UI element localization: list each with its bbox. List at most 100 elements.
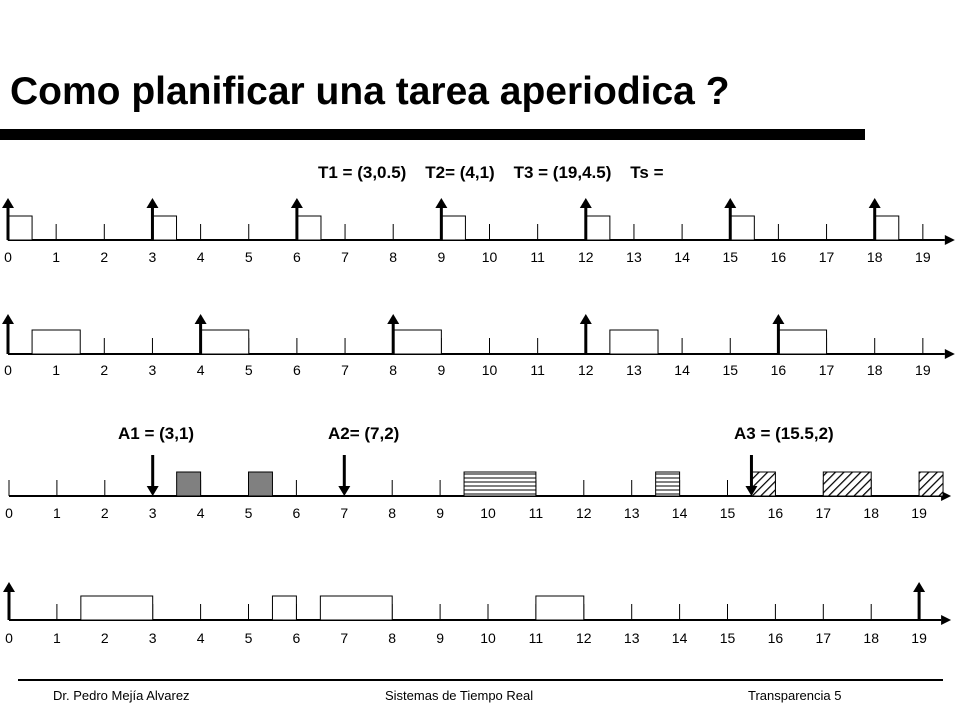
tick-label: 1 — [53, 630, 61, 646]
tick-label: 11 — [530, 249, 545, 265]
execution-block — [874, 215, 900, 241]
arrow-up-icon — [3, 582, 15, 592]
tick-label: 6 — [293, 505, 301, 521]
execution-block — [918, 471, 944, 497]
tick-label: 3 — [149, 505, 157, 521]
tick-label: 4 — [197, 362, 205, 378]
tick-label: 15 — [720, 630, 736, 646]
tick-label: 13 — [624, 630, 640, 646]
tick-label: 13 — [626, 249, 642, 265]
tick-label: 3 — [149, 362, 157, 378]
execution-block — [750, 471, 776, 497]
execution-block — [822, 471, 872, 497]
tick-label: 5 — [245, 249, 253, 265]
tick-label: 18 — [867, 249, 883, 265]
tick-label: 8 — [388, 630, 396, 646]
aperiodic-label-a1: A1 = (3,1) — [118, 424, 194, 443]
title-underline — [0, 129, 865, 140]
arrow-up-icon — [868, 198, 881, 208]
tick-label: 18 — [863, 505, 879, 521]
execution-block — [271, 595, 297, 621]
footer-slide: Transparencia 5 — [748, 688, 842, 703]
footer-author: Dr. Pedro Mejía Alvarez — [53, 688, 190, 703]
arrow-up-icon — [194, 314, 207, 324]
tick-label: 16 — [768, 630, 784, 646]
axis-arrow-icon — [941, 491, 952, 501]
arrow-up-icon — [724, 198, 737, 208]
execution-block — [319, 595, 393, 621]
tick-label: 0 — [5, 505, 13, 521]
axis-arrow-icon — [944, 235, 955, 245]
tick-label: 13 — [626, 362, 642, 378]
footer-course: Sistemas de Tiempo Real — [385, 688, 534, 703]
tick-label: 8 — [389, 362, 397, 378]
arrow-up-icon — [2, 314, 14, 324]
tick-label: 7 — [340, 630, 348, 646]
tick-label: 17 — [816, 505, 832, 521]
tick-label: 19 — [911, 505, 927, 521]
execution-block — [176, 471, 202, 497]
execution-block — [440, 215, 466, 241]
tick-label: 19 — [915, 362, 931, 378]
slide-title: Como planificar una tarea aperiodica ? — [10, 70, 730, 113]
execution-block — [535, 595, 585, 621]
execution-block — [777, 329, 828, 355]
execution-block — [392, 329, 442, 355]
execution-block — [585, 215, 611, 241]
tick-label: 0 — [5, 630, 13, 646]
tick-label: 2 — [101, 630, 109, 646]
tick-label: 11 — [530, 362, 545, 378]
tick-label: 11 — [529, 630, 544, 646]
tick-label: 19 — [915, 249, 931, 265]
tick-label: 10 — [482, 249, 498, 265]
tick-label: 6 — [293, 630, 301, 646]
arrow-up-icon — [579, 198, 592, 208]
tick-label: 8 — [389, 249, 397, 265]
axis-arrow-icon — [941, 615, 952, 625]
execution-block — [80, 595, 154, 621]
tick-label: 4 — [197, 630, 205, 646]
tick-label: 4 — [197, 505, 205, 521]
tick-label: 14 — [672, 630, 688, 646]
tick-label: 11 — [529, 505, 544, 521]
tick-label: 19 — [911, 630, 927, 646]
arrow-down-icon — [146, 486, 159, 496]
tick-label: 10 — [480, 630, 496, 646]
tick-label: 14 — [672, 505, 688, 521]
arrow-up-icon — [913, 582, 926, 592]
execution-block — [729, 215, 755, 241]
arrow-up-icon — [146, 198, 159, 208]
arrow-down-icon — [745, 486, 758, 496]
tick-label: 1 — [53, 505, 61, 521]
tick-label: 10 — [480, 505, 496, 521]
tick-label: 15 — [720, 505, 736, 521]
execution-block — [655, 471, 681, 497]
tick-label: 15 — [722, 362, 738, 378]
tick-label: 17 — [816, 630, 832, 646]
arrow-up-icon — [2, 198, 14, 208]
tick-label: 2 — [101, 505, 109, 521]
tick-label: 16 — [771, 362, 787, 378]
tick-label: 8 — [388, 505, 396, 521]
tick-label: 12 — [578, 362, 594, 378]
execution-block — [7, 215, 33, 241]
execution-block — [200, 329, 250, 355]
tick-label: 18 — [863, 630, 879, 646]
periodic-tasks-label: T1 = (3,0.5) T2= (4,1) T3 = (19,4.5) Ts … — [318, 163, 664, 182]
tick-label: 6 — [293, 249, 301, 265]
tick-label: 5 — [245, 505, 253, 521]
tick-label: 0 — [4, 249, 12, 265]
tick-label: 3 — [149, 630, 157, 646]
tick-label: 12 — [576, 505, 592, 521]
tick-label: 18 — [867, 362, 883, 378]
tick-label: 6 — [293, 362, 301, 378]
arrow-down-icon — [338, 486, 351, 496]
tick-label: 16 — [768, 505, 784, 521]
tick-label: 3 — [149, 249, 157, 265]
tick-label: 17 — [819, 249, 835, 265]
tick-label: 12 — [578, 249, 594, 265]
tick-label: 1 — [52, 362, 60, 378]
tick-label: 15 — [722, 249, 738, 265]
tick-label: 7 — [340, 505, 348, 521]
arrow-up-icon — [387, 314, 400, 324]
